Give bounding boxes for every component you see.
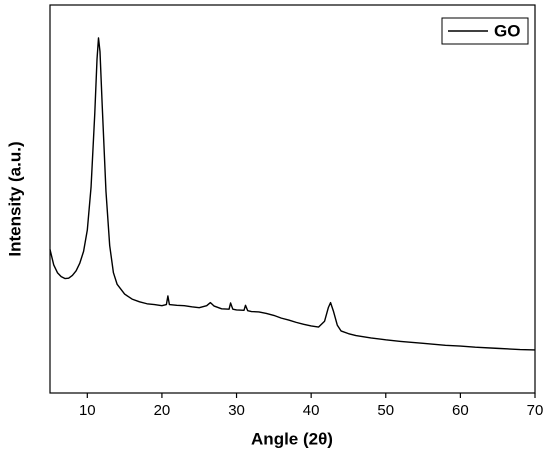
x-axis-title: Angle (2θ) bbox=[251, 429, 333, 448]
legend-label: GO bbox=[494, 21, 520, 40]
x-tick-label: 40 bbox=[303, 402, 320, 419]
x-tick-label: 10 bbox=[79, 402, 96, 419]
y-axis-title: Intensity (a.u.) bbox=[5, 141, 24, 256]
x-tick-label: 60 bbox=[452, 402, 469, 419]
data-line bbox=[49, 37, 536, 351]
x-tick-label: 20 bbox=[154, 402, 171, 419]
plot-frame bbox=[49, 4, 536, 394]
legend: GO bbox=[441, 17, 529, 45]
x-tick-label: 30 bbox=[228, 402, 245, 419]
x-tick-label: 70 bbox=[527, 402, 544, 419]
x-tick-label: 50 bbox=[377, 402, 394, 419]
